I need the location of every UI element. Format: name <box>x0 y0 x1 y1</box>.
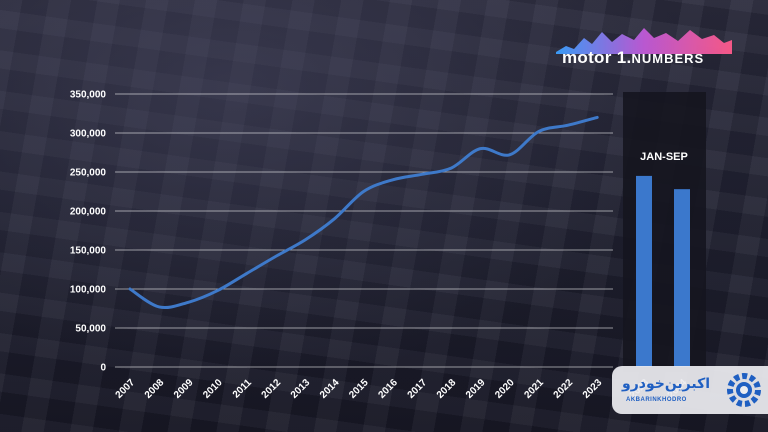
x-tick-label: 2007 <box>114 377 138 401</box>
gear-icon <box>727 373 761 407</box>
logo-text: motor 1.NUMBERS <box>562 48 705 67</box>
y-axis-ticks: 0 50,000 100,000 150,000 200,000 250,000 300,0… <box>70 90 107 374</box>
x-tick-label: 2023 <box>581 377 605 401</box>
x-tick-label: 2013 <box>289 377 313 401</box>
x-tick-label: 2011 <box>231 377 254 400</box>
motor1-numbers-logo: motor 1.NUMBERS <box>556 24 732 72</box>
watermark-subtext: AKBARINKHODRO <box>626 397 687 403</box>
logo-wave-graphic <box>556 28 732 54</box>
x-tick-label: 2015 <box>347 377 371 401</box>
sales-line <box>128 115 599 310</box>
y-tick-label: 0 <box>100 363 106 374</box>
bar-2024 <box>674 189 690 367</box>
jan-sep-panel <box>623 92 706 372</box>
x-tick-label: 2018 <box>435 377 459 401</box>
logo-motor: motor <box>562 48 612 67</box>
akbarinkhodro-watermark: اکبرین‌خودرو AKBARINKHODRO <box>612 366 768 414</box>
x-tick-label: 2021 <box>522 377 546 401</box>
y-tick-label: 50,000 <box>75 324 106 335</box>
x-tick-label: 2010 <box>201 377 225 401</box>
x-tick-label: 2008 <box>143 377 167 401</box>
y-tick-label: 100,000 <box>70 285 107 296</box>
bar-2023 <box>636 175 652 367</box>
gridlines <box>115 93 613 368</box>
y-tick-label: 150,000 <box>70 246 107 257</box>
y-tick-label: 200,000 <box>70 207 107 218</box>
logo-one: 1 <box>616 48 627 67</box>
x-tick-label: 2020 <box>493 377 517 401</box>
y-tick-label: 300,000 <box>70 129 107 140</box>
logo-numbers: NUMBERS <box>631 51 705 66</box>
x-tick-label: 2019 <box>464 377 488 401</box>
x-tick-label: 2012 <box>260 377 284 401</box>
jan-sep-label: JAN-SEP <box>640 151 688 163</box>
watermark-text: اکبرین‌خودرو <box>622 376 711 392</box>
x-axis-ticks: 2007 2008 2009 2010 2011 2012 2013 2014 2015 2016… <box>114 377 605 401</box>
y-tick-label: 250,000 <box>70 168 107 179</box>
jan-sep-bars <box>636 175 690 367</box>
x-tick-label: 2014 <box>318 377 342 401</box>
x-tick-label: 2022 <box>552 377 576 401</box>
x-tick-label: 2016 <box>376 377 400 401</box>
x-tick-label: 2017 <box>406 377 430 401</box>
y-tick-label: 350,000 <box>70 90 107 101</box>
x-tick-label: 2009 <box>172 377 196 401</box>
